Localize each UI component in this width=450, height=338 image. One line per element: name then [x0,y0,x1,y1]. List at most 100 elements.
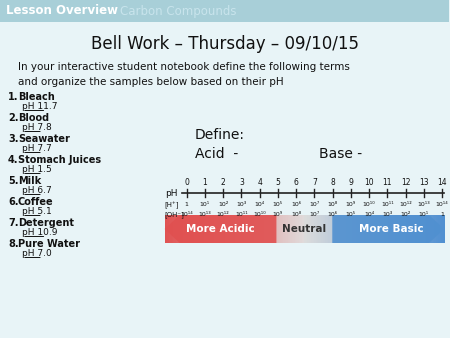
Text: 10⁸: 10⁸ [291,213,301,217]
Bar [390,215,392,243]
Bar [313,215,315,243]
Text: 1: 1 [202,178,207,187]
Bar [165,215,166,243]
Bar [343,215,345,243]
Text: 2: 2 [220,178,225,187]
Bar [408,215,410,243]
Text: 4.: 4. [8,155,18,165]
Bar [306,215,308,243]
Bar [271,215,273,243]
Text: 5: 5 [275,178,280,187]
Text: Carbon Compounds: Carbon Compounds [120,4,236,18]
Bar [238,215,241,243]
Bar [395,215,397,243]
Text: 10²: 10² [218,202,228,208]
Text: 10⁶: 10⁶ [291,202,301,208]
Bar [202,215,204,243]
Text: 8: 8 [330,178,335,187]
Text: 12: 12 [401,178,410,187]
Bar [387,215,389,243]
Text: 10¹¹: 10¹¹ [381,202,394,208]
Bar [215,215,217,243]
Bar [300,215,302,243]
Bar [297,215,299,243]
Text: Milk: Milk [18,176,41,186]
Text: 10⁹: 10⁹ [273,213,283,217]
Bar [409,215,411,243]
Bar [185,215,188,243]
Bar [187,215,189,243]
Text: 4: 4 [257,178,262,187]
Bar [216,215,218,243]
Bar [244,215,246,243]
Bar [311,215,313,243]
Bar [205,215,207,243]
Bar [396,215,398,243]
Bar [243,215,245,243]
Bar [303,215,305,243]
Bar [237,215,239,243]
Bar [276,215,278,243]
Bar [233,215,235,243]
Bar [175,215,176,243]
Bar [285,215,287,243]
Bar [254,215,256,243]
Bar [261,215,263,243]
Bar [270,215,271,243]
Bar [225,215,227,243]
Text: 11: 11 [382,178,392,187]
Bar [388,215,390,243]
Bar [438,215,441,243]
Bar [310,215,312,243]
Text: 6: 6 [294,178,298,187]
Bar [419,215,421,243]
Text: Acid  -: Acid - [194,147,238,161]
Bar [0,0,449,22]
Bar [234,215,236,243]
Bar [195,215,197,243]
Bar [232,215,234,243]
Bar [230,215,232,243]
Text: Neutral: Neutral [282,224,326,234]
Bar [443,215,445,243]
Bar [197,215,199,243]
Text: pH: pH [165,189,177,197]
Text: 10¹⁰: 10¹⁰ [253,213,266,217]
Bar [342,215,344,243]
Bar [371,215,374,243]
Bar [286,215,288,243]
Text: 3.: 3. [8,134,18,144]
Bar [257,215,259,243]
Bar [398,215,400,243]
Bar [325,215,327,243]
Bar [256,215,257,243]
Bar [380,215,382,243]
Text: 10¹⁰: 10¹⁰ [363,202,375,208]
Bar [209,215,211,243]
Text: pH 11.7: pH 11.7 [22,102,58,111]
Bar [434,215,436,243]
Bar [381,215,383,243]
Bar [292,215,294,243]
Text: 10¹³: 10¹³ [198,213,211,217]
Bar [315,215,317,243]
Bar [204,215,206,243]
Bar [251,215,253,243]
Bar [392,215,394,243]
Bar [437,215,439,243]
Bar [272,215,274,243]
Bar [189,215,190,243]
Text: Pure Water: Pure Water [18,239,80,249]
Bar [252,215,255,243]
Bar [222,215,224,243]
Bar [240,215,242,243]
Bar [282,215,284,243]
Bar [183,215,184,243]
Bar [367,215,369,243]
Bar [171,215,174,243]
Bar [180,215,182,243]
Text: 10¹: 10¹ [200,202,210,208]
Text: 10³: 10³ [382,213,392,217]
Bar [426,215,428,243]
Text: Bleach: Bleach [18,92,55,102]
